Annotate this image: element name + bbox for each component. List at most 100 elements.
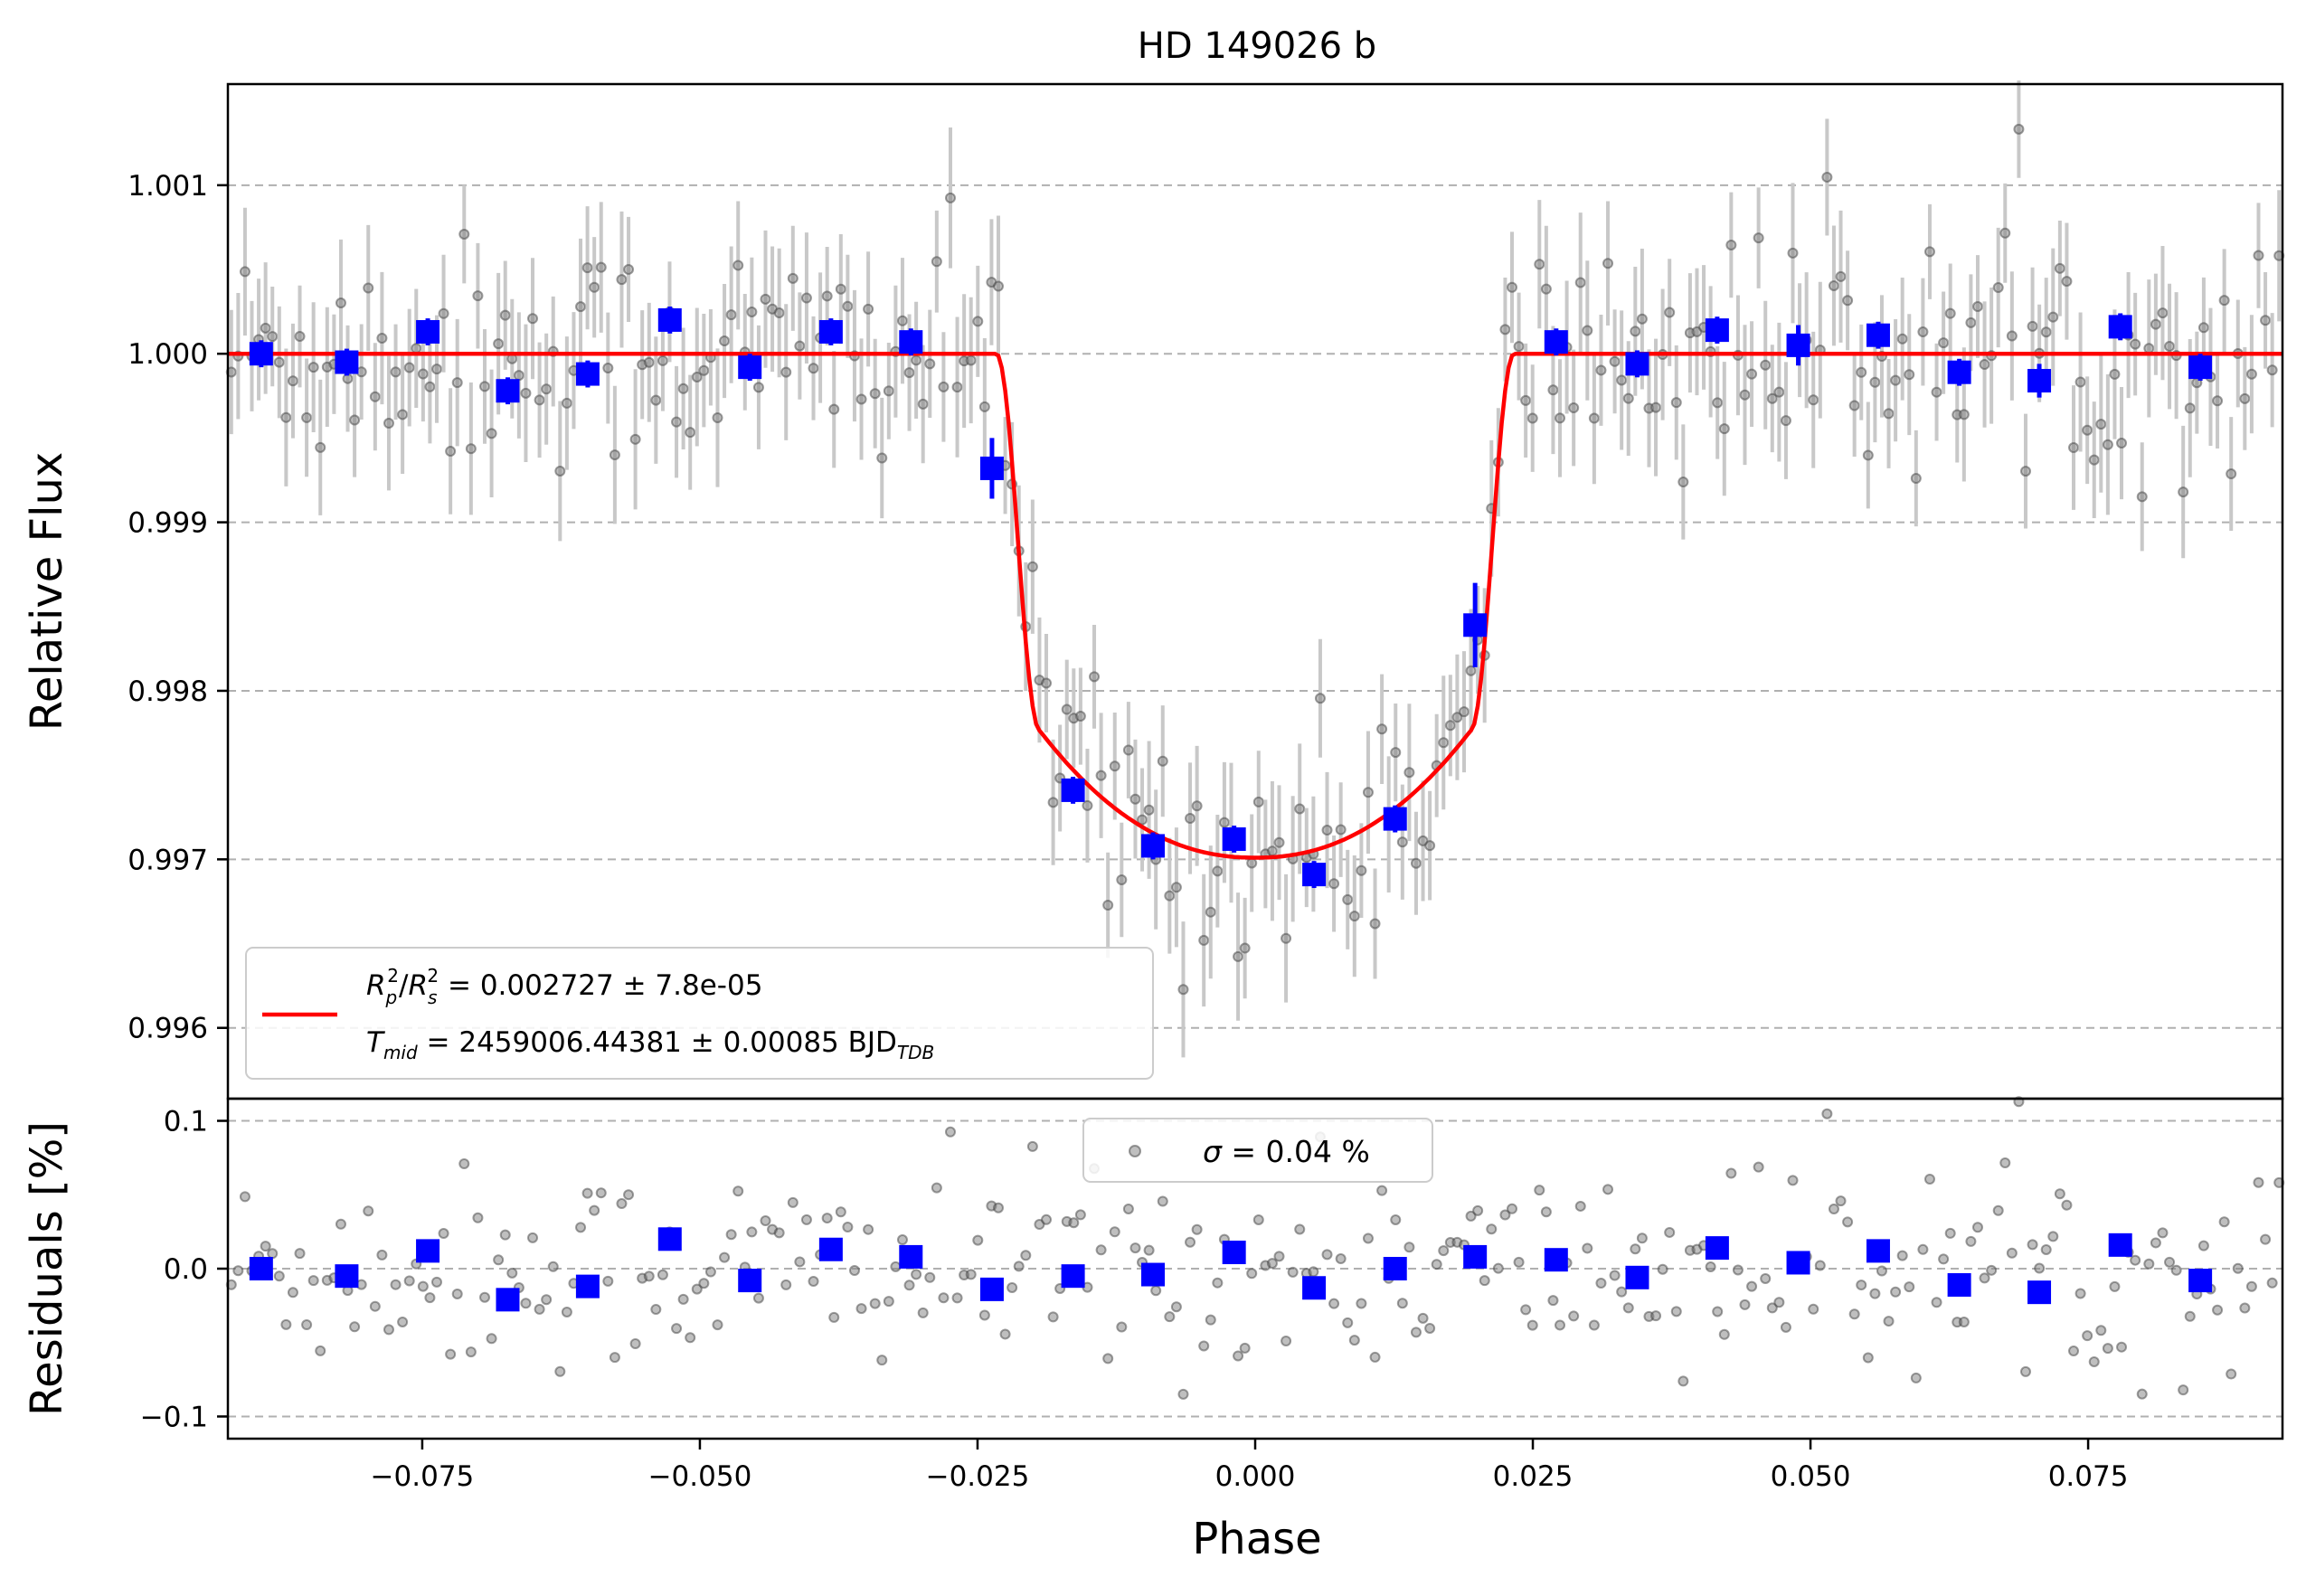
residuals-raw-point bbox=[1616, 1286, 1628, 1298]
flux-raw-point bbox=[787, 272, 799, 284]
flux-raw-point bbox=[2095, 419, 2107, 430]
flux-raw-point bbox=[2136, 491, 2148, 503]
residuals-raw-point bbox=[1931, 1297, 1942, 1308]
residuals-raw-point bbox=[2184, 1310, 2196, 1322]
flux-raw-point bbox=[2218, 295, 2230, 307]
residuals-binned-point bbox=[979, 1277, 1004, 1301]
residuals-raw-point bbox=[1047, 1311, 1059, 1323]
flux-raw-point bbox=[1205, 906, 1216, 918]
residuals-raw-point bbox=[1273, 1251, 1285, 1262]
residuals-binned-point bbox=[1544, 1248, 1568, 1272]
flux-raw-point bbox=[472, 290, 484, 302]
flux-binned-point bbox=[1061, 778, 1085, 802]
residuals-raw-point bbox=[369, 1300, 381, 1312]
residuals-binned-point bbox=[1383, 1257, 1407, 1280]
residuals-raw-point bbox=[2109, 1280, 2121, 1292]
residuals-raw-point bbox=[2143, 1258, 2155, 1270]
residuals-raw-point bbox=[1321, 1249, 1333, 1261]
flux-raw-point bbox=[1170, 882, 1182, 893]
flux-ylabel: Relative Flux bbox=[22, 452, 72, 732]
residuals-binned-point bbox=[657, 1227, 682, 1251]
flux-raw-point bbox=[2157, 307, 2169, 319]
residuals-raw-point bbox=[1547, 1295, 1559, 1307]
flux-raw-point bbox=[1842, 295, 1854, 307]
residuals-xtick-label: 0.075 bbox=[2048, 1460, 2129, 1493]
residuals-raw-point bbox=[2164, 1256, 2176, 1268]
residuals-raw-point bbox=[1507, 1203, 1517, 1214]
residuals-raw-point bbox=[808, 1276, 819, 1288]
flux-raw-point bbox=[1281, 932, 1292, 944]
residuals-raw-point bbox=[698, 1278, 710, 1289]
residuals-raw-point bbox=[2027, 1239, 2038, 1251]
residuals-raw-point bbox=[1020, 1250, 1032, 1261]
flux-raw-point bbox=[1252, 796, 1264, 807]
residuals-raw-point bbox=[835, 1206, 846, 1218]
residuals-raw-point bbox=[863, 1223, 874, 1235]
residuals-raw-point bbox=[589, 1204, 600, 1216]
residuals-raw-point bbox=[609, 1352, 620, 1364]
residuals-raw-point bbox=[2170, 1264, 2182, 1276]
flux-raw-point bbox=[1116, 874, 1128, 886]
flux-raw-point bbox=[1089, 671, 1101, 683]
flux-raw-point bbox=[677, 382, 689, 394]
residuals-raw-point bbox=[1129, 1242, 1141, 1254]
residuals-raw-point bbox=[848, 1265, 860, 1277]
flux-raw-point bbox=[1910, 473, 1922, 485]
flux-raw-point bbox=[1739, 389, 1751, 401]
flux-raw-point bbox=[307, 362, 319, 373]
flux-raw-point bbox=[911, 354, 922, 366]
residuals-raw-point bbox=[993, 1202, 1004, 1214]
flux-raw-point bbox=[671, 416, 683, 428]
flux-raw-point bbox=[780, 366, 792, 378]
flux-raw-point bbox=[657, 354, 668, 366]
residuals-binned-point bbox=[899, 1244, 923, 1269]
flux-raw-point bbox=[267, 331, 279, 343]
flux-raw-point bbox=[1212, 865, 1224, 877]
residuals-raw-point bbox=[965, 1269, 977, 1280]
residuals-raw-point bbox=[1890, 1286, 1902, 1298]
flux-raw-point bbox=[1547, 384, 1559, 396]
flux-raw-point bbox=[752, 382, 764, 393]
residuals-binned-point bbox=[496, 1288, 520, 1312]
residuals-raw-point bbox=[1376, 1185, 1388, 1196]
flux-raw-point bbox=[1588, 412, 1600, 424]
flux-raw-point bbox=[424, 381, 436, 392]
residuals-raw-point bbox=[623, 1189, 635, 1201]
residuals-raw-point bbox=[1041, 1214, 1053, 1225]
flux-raw-point bbox=[2102, 439, 2113, 450]
residuals-raw-point bbox=[1007, 1281, 1018, 1293]
residuals-legend: σ = 0.04 % bbox=[1082, 1118, 1433, 1183]
residuals-raw-point bbox=[472, 1212, 484, 1223]
flux-raw-point bbox=[1760, 359, 1772, 371]
residuals-raw-point bbox=[2020, 1365, 2031, 1377]
flux-raw-point bbox=[2082, 424, 2093, 436]
residuals-raw-point bbox=[1410, 1327, 1422, 1338]
residuals-raw-point bbox=[499, 1229, 511, 1241]
residuals-raw-point bbox=[1403, 1242, 1415, 1253]
residuals-raw-point bbox=[855, 1303, 867, 1315]
flux-raw-point bbox=[1958, 409, 1970, 420]
flux-raw-point bbox=[1266, 845, 1278, 857]
flux-raw-point bbox=[1992, 282, 2004, 294]
residuals-raw-point bbox=[287, 1287, 298, 1299]
flux-raw-point bbox=[1650, 401, 1662, 413]
flux-raw-point bbox=[2020, 466, 2031, 477]
flux-raw-point bbox=[712, 412, 723, 424]
residuals-raw-point bbox=[1965, 1235, 1977, 1247]
flux-raw-point bbox=[1636, 313, 1648, 325]
residuals-raw-point bbox=[1923, 1173, 1935, 1185]
flux-raw-point bbox=[876, 452, 888, 464]
residuals-raw-point bbox=[1780, 1321, 1791, 1333]
flux-raw-point bbox=[978, 401, 990, 412]
flux-raw-point bbox=[554, 465, 566, 477]
flux-raw-point bbox=[1828, 279, 1839, 291]
residuals-xtick-label: −0.025 bbox=[926, 1460, 1030, 1493]
residuals-raw-point bbox=[1526, 1319, 1538, 1331]
flux-raw-point bbox=[623, 263, 635, 275]
flux-legend: Rp2/Rs2 = 0.002727 ± 7.8e-05 Tmid = 2459… bbox=[245, 947, 1154, 1080]
flux-ytick-label: 0.999 bbox=[128, 507, 208, 540]
flux-raw-point bbox=[1273, 836, 1285, 848]
residuals-raw-point bbox=[1986, 1264, 1998, 1276]
residuals-ytick-label: 0.0 bbox=[164, 1253, 208, 1286]
residuals-raw-point bbox=[1465, 1210, 1477, 1222]
